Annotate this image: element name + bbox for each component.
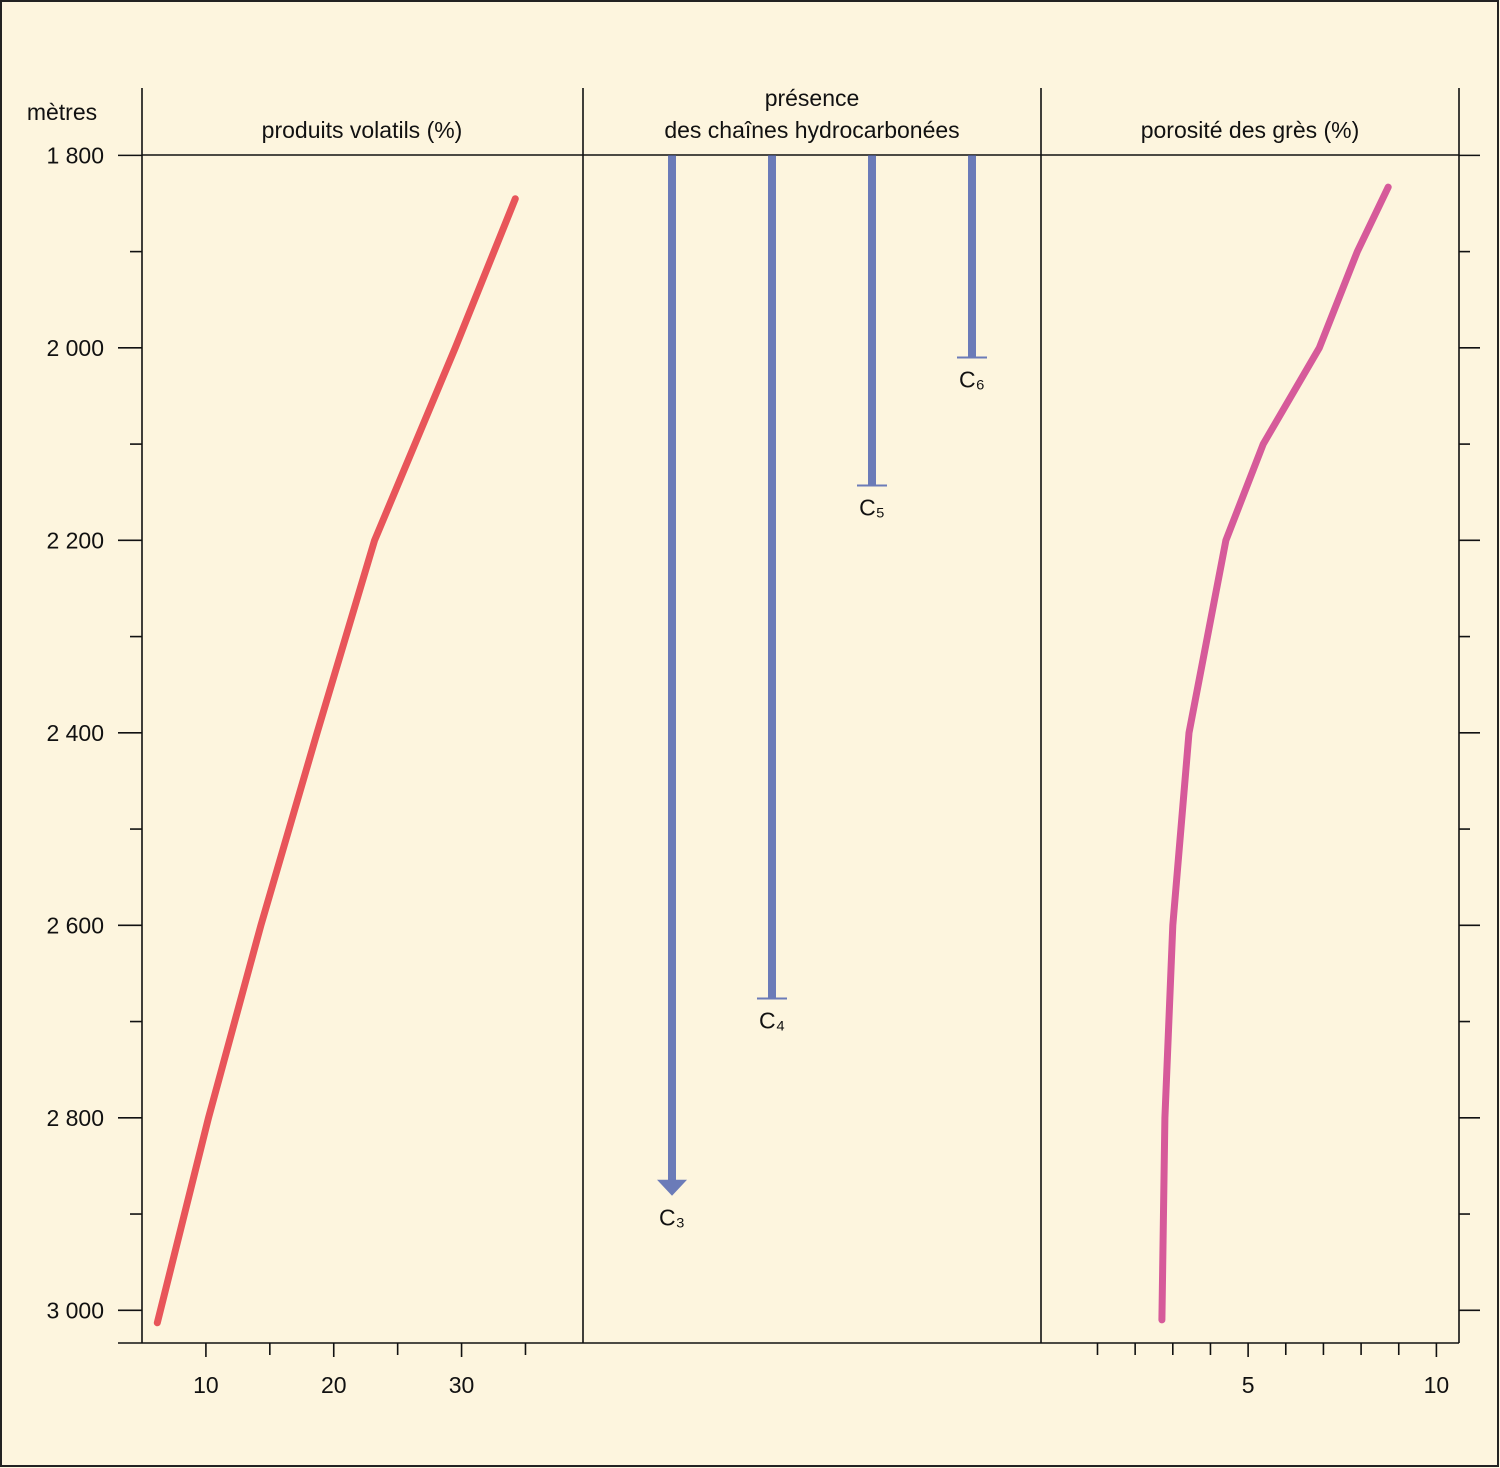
y-tick-label: 2 600 [46, 912, 104, 938]
chain-label: C₃ [659, 1205, 685, 1231]
x-tick-label: 10 [193, 1372, 219, 1398]
y-tick-label: 3 000 [46, 1297, 104, 1323]
y-tick-label: 2 800 [46, 1105, 104, 1131]
x-tick-label: 10 [1424, 1372, 1450, 1398]
chain-label: C₆ [959, 366, 985, 392]
y-tick-label: 1 800 [46, 142, 104, 168]
x-tick-label: 30 [449, 1372, 475, 1398]
y-tick-label: 2 000 [46, 335, 104, 361]
x-tick-label: 20 [321, 1372, 347, 1398]
y-tick-label: 2 200 [46, 527, 104, 553]
panel-title: produits volatils (%) [262, 117, 463, 143]
x-tick-label: 5 [1242, 1372, 1255, 1398]
y-tick-label: 2 400 [46, 720, 104, 746]
data-line [1158, 183, 1392, 1324]
y-axis-label: mètres [27, 99, 97, 125]
panel-title: porosité des grès (%) [1141, 117, 1360, 143]
data-line [153, 195, 519, 1327]
chain-label: C₄ [759, 1007, 785, 1033]
panel-title: des chaînes hydrocarbonées [664, 117, 959, 143]
chain-label: C₅ [859, 494, 885, 520]
arrow-head [657, 1179, 687, 1196]
panel-title: présence [765, 85, 860, 111]
panel-frame [118, 88, 1460, 1344]
